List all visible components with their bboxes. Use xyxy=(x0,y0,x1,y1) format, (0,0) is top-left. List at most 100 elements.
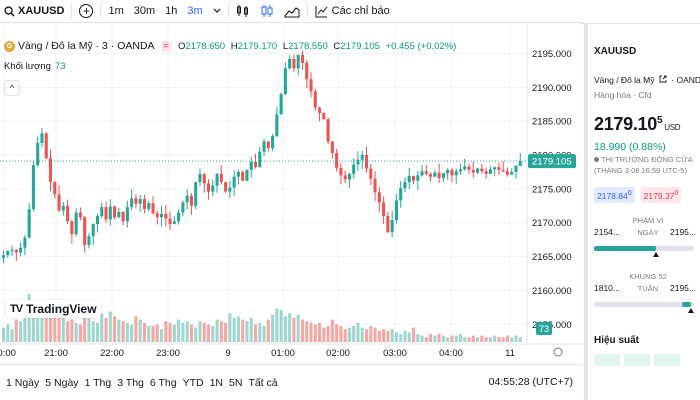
chart-area[interactable]: 2195.0002190.0002185.0002180.0002175.000… xyxy=(0,24,583,364)
candle-body xyxy=(91,224,95,237)
range-1m[interactable]: 1 Thg xyxy=(84,376,112,389)
compare-button[interactable]: + xyxy=(74,0,98,23)
details-symbol[interactable]: XAUUSD xyxy=(594,46,637,57)
candle-body xyxy=(232,176,236,188)
low-value: 2178.550 xyxy=(288,40,328,52)
interval-1h[interactable]: 1h xyxy=(165,5,178,17)
interval-dropdown[interactable] xyxy=(208,0,226,23)
candle-body xyxy=(420,171,424,176)
volume-bar xyxy=(322,327,326,342)
candle-body xyxy=(48,158,53,183)
candle-body xyxy=(211,185,215,192)
price-chart[interactable]: 2195.0002190.0002185.0002180.0002175.000… xyxy=(0,24,583,364)
candle-body xyxy=(262,141,266,152)
ask-price[interactable]: 2179.370 xyxy=(640,187,682,203)
bar-style-button[interactable] xyxy=(231,0,255,23)
volume-bar xyxy=(326,326,330,342)
candle-body xyxy=(407,176,411,183)
volume-bar xyxy=(514,335,518,342)
candle-body xyxy=(44,133,48,159)
candle-body xyxy=(95,215,100,225)
candle-body xyxy=(467,166,471,170)
time-tick-label: 03:00 xyxy=(383,348,407,359)
candle-body xyxy=(31,165,35,210)
candles-icon xyxy=(261,5,273,17)
candle-body xyxy=(258,151,262,168)
candles-style-button[interactable] xyxy=(255,0,279,23)
candle-body xyxy=(249,161,253,170)
range-1d[interactable]: 1 Ngày xyxy=(6,376,40,389)
range-3m[interactable]: 3 Thg xyxy=(117,376,144,389)
symbol-search[interactable]: XAUUSD xyxy=(0,0,69,23)
performance-chip[interactable] xyxy=(624,353,650,366)
indicators-button[interactable]: Các chỉ báo xyxy=(310,0,395,23)
volume-bar xyxy=(394,332,398,342)
details-name[interactable]: Vàng / Đô la Mỹ xyxy=(594,75,655,85)
volume-bar xyxy=(262,326,266,342)
tradingview-logo-text: TradingView xyxy=(26,302,97,316)
range-1y[interactable]: 1N xyxy=(209,376,224,389)
clock-timezone[interactable]: 04:55:28 (UTC+7) xyxy=(488,376,573,388)
market-closed-icon xyxy=(594,157,599,162)
divider xyxy=(227,3,229,19)
price-tick-label: 2165.000 xyxy=(532,252,572,263)
volume-bar xyxy=(480,335,484,342)
volume-bar xyxy=(36,313,40,342)
collapse-legend-button[interactable]: ^ xyxy=(4,80,20,96)
candle-body xyxy=(181,202,185,213)
week52-label: KHUNG 52 TUẦN xyxy=(629,271,667,293)
candle-body xyxy=(100,207,104,216)
volume-bar xyxy=(501,337,505,342)
volume-bar xyxy=(275,308,279,342)
candle-body xyxy=(488,169,492,174)
range-ytd[interactable]: YTD xyxy=(182,376,204,389)
ohlc-values: O2178.650 H2179.170 L2178.550 C2179.105 … xyxy=(178,41,459,52)
area-style-button[interactable] xyxy=(279,0,305,23)
volume-bar xyxy=(467,337,471,342)
volume-bar xyxy=(27,294,31,342)
bars-icon xyxy=(236,5,248,17)
volume-value: 73 xyxy=(54,61,66,72)
tradingview-logo[interactable]: TV TradingView xyxy=(6,300,101,318)
range-6m[interactable]: 6 Thg xyxy=(149,376,177,389)
legend-title[interactable]: Vàng / Đô la Mỹ · 3 · OANDA xyxy=(18,40,155,52)
candle-body xyxy=(476,168,480,173)
range-all[interactable]: Tất cả xyxy=(248,376,278,389)
performance-chip[interactable] xyxy=(594,353,620,366)
candle-body xyxy=(424,171,428,174)
time-tick-label: 04:00 xyxy=(439,348,463,359)
range-5d[interactable]: 5 Ngày xyxy=(45,376,79,389)
interval-1m[interactable]: 1m xyxy=(108,5,124,17)
volume-bar xyxy=(253,324,258,342)
indicators-icon xyxy=(315,5,328,17)
candle-body xyxy=(433,172,437,177)
volume-bar xyxy=(57,318,61,342)
candle-body xyxy=(300,54,305,63)
volume-bar xyxy=(108,311,112,342)
candle-body xyxy=(155,213,159,218)
candle-body xyxy=(514,165,518,172)
range-5y[interactable]: 5N xyxy=(229,376,243,389)
candle-body xyxy=(510,171,514,175)
candle-body xyxy=(224,182,228,192)
volume-bar xyxy=(130,324,134,342)
candle-body xyxy=(326,119,330,142)
candle-body xyxy=(53,182,57,195)
volume-bar xyxy=(87,318,91,342)
settings-gear-icon[interactable] xyxy=(553,347,563,357)
volume-bar xyxy=(241,319,245,342)
volume-bar xyxy=(330,319,334,342)
compare-toggle[interactable]: ≈ xyxy=(160,40,173,52)
price-tick-label: 2175.000 xyxy=(532,184,572,195)
interval-30m[interactable]: 30m xyxy=(133,5,156,17)
volume-bar xyxy=(168,322,172,342)
volume-bar xyxy=(458,334,463,342)
volume-bar xyxy=(518,337,522,342)
volume-bar xyxy=(74,322,78,342)
candle-body xyxy=(480,168,484,172)
volume-bar xyxy=(437,334,441,342)
interval-3m[interactable]: 3m xyxy=(187,5,203,17)
bid-price[interactable]: 2178.840 xyxy=(594,187,635,203)
external-link-icon[interactable] xyxy=(659,75,667,83)
performance-chip[interactable] xyxy=(654,353,680,366)
